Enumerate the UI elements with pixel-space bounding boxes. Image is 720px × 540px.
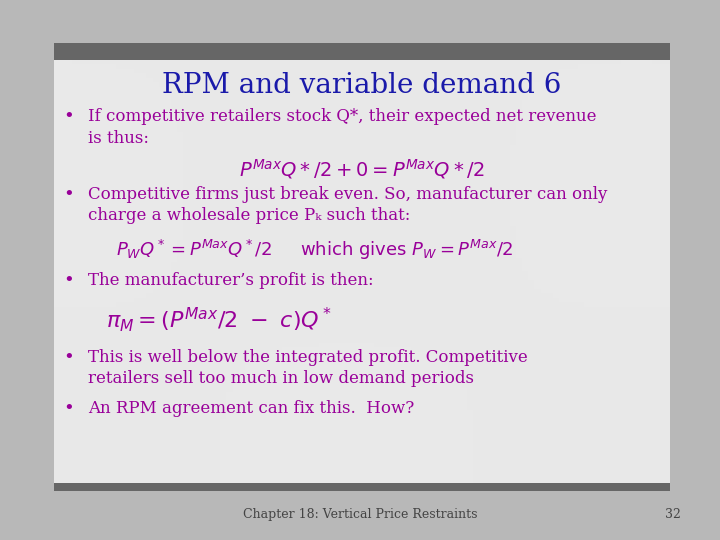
Text: 32: 32 xyxy=(665,508,680,521)
Text: Competitive firms just break even. So, manufacturer can only
charge a wholesale : Competitive firms just break even. So, m… xyxy=(88,186,607,224)
Text: •: • xyxy=(63,400,74,417)
Text: Chapter 18: Vertical Price Restraints: Chapter 18: Vertical Price Restraints xyxy=(243,508,477,521)
Text: $\mathit{P}^{\mathit{Max}}\mathit{Q}*/2 + 0 = \mathit{P}^{\mathit{Max}}\mathit{Q: $\mathit{P}^{\mathit{Max}}\mathit{Q}*/2 … xyxy=(239,158,485,181)
Text: •: • xyxy=(63,186,74,204)
Text: •: • xyxy=(63,108,74,126)
Text: $\mathit{\pi_M = (P^{Max}/2\ -\ c)Q^*}$: $\mathit{\pi_M = (P^{Max}/2\ -\ c)Q^*}$ xyxy=(107,306,333,334)
Text: An RPM agreement can fix this.  How?: An RPM agreement can fix this. How? xyxy=(88,400,414,416)
FancyBboxPatch shape xyxy=(54,43,670,491)
Text: $\mathit{P_W Q^* = P^{Max}Q^*/2}$     which gives $\mathit{P_W = P^{Max}/2}$: $\mathit{P_W Q^* = P^{Max}Q^*/2}$ which … xyxy=(115,238,513,262)
Text: •: • xyxy=(63,272,74,290)
Bar xyxy=(54,483,670,491)
Bar xyxy=(54,43,670,60)
Text: If competitive retailers stock Q*, their expected net revenue
is thus:: If competitive retailers stock Q*, their… xyxy=(88,108,596,147)
Text: •: • xyxy=(63,349,74,367)
Text: This is well below the integrated profit. Competitive
retailers sell too much in: This is well below the integrated profit… xyxy=(88,349,528,387)
Text: The manufacturer’s profit is then:: The manufacturer’s profit is then: xyxy=(88,272,374,289)
Text: RPM and variable demand 6: RPM and variable demand 6 xyxy=(162,72,562,99)
